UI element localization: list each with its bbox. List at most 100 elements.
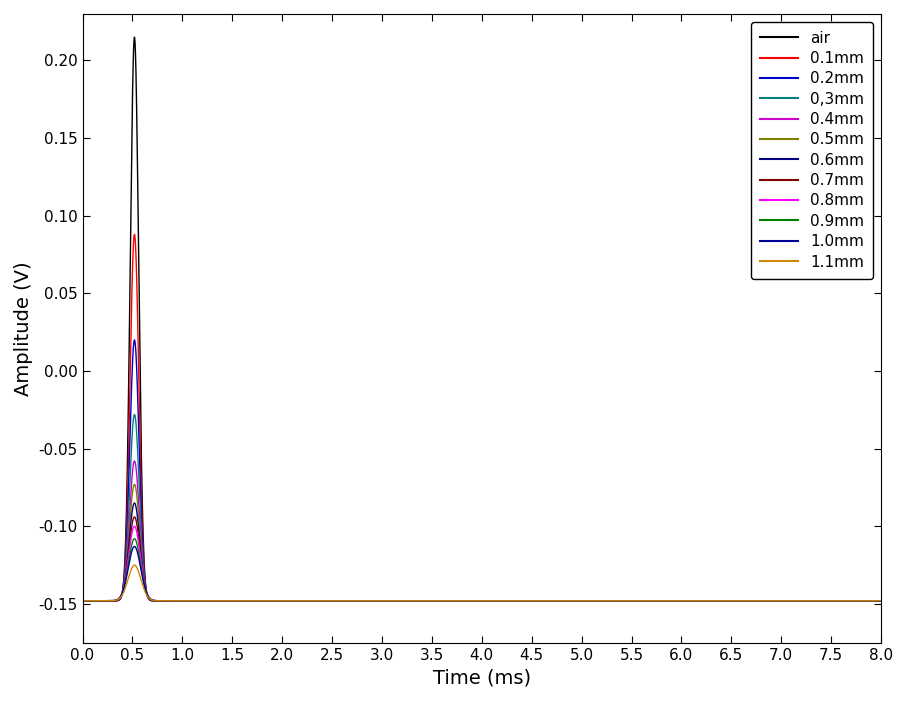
0,3mm (550, 597, 561, 605)
0.7mm (669, 597, 680, 605)
1.1mm (712, 597, 723, 605)
0.8mm (77, 597, 88, 605)
0.9mm (77, 597, 88, 605)
0.1mm (366, 597, 377, 605)
0.8mm (117, 587, 128, 596)
Line: 0.9mm: 0.9mm (83, 538, 881, 601)
1.0mm (77, 597, 88, 605)
0.9mm (669, 597, 680, 605)
0.9mm (875, 597, 886, 605)
0.2mm (550, 597, 561, 605)
Line: 0.2mm: 0.2mm (83, 340, 881, 601)
0.5mm (669, 597, 680, 605)
1.0mm (712, 597, 723, 605)
0,3mm (712, 597, 723, 605)
0,3mm (366, 597, 377, 605)
0.1mm (550, 597, 561, 605)
0.8mm (366, 597, 377, 605)
Line: 1.0mm: 1.0mm (83, 547, 881, 601)
air (117, 585, 128, 594)
1.0mm (875, 597, 886, 605)
Line: 0.7mm: 0.7mm (83, 517, 881, 601)
Y-axis label: Amplitude (V): Amplitude (V) (14, 261, 33, 395)
air (584, 597, 595, 605)
0.5mm (366, 597, 377, 605)
0,3mm (584, 597, 595, 605)
air (129, 33, 140, 41)
0,3mm (669, 597, 680, 605)
0.2mm (366, 597, 377, 605)
1.0mm (584, 597, 595, 605)
0.2mm (875, 597, 886, 605)
0.5mm (875, 597, 886, 605)
0,3mm (77, 597, 88, 605)
air (712, 597, 723, 605)
0.7mm (77, 597, 88, 605)
0.2mm (129, 336, 140, 344)
0.6mm (77, 597, 88, 605)
0.5mm (117, 587, 128, 596)
0.1mm (117, 587, 128, 595)
0.4mm (669, 597, 680, 605)
0.8mm (129, 522, 140, 531)
0.8mm (875, 597, 886, 605)
0.5mm (550, 597, 561, 605)
1.1mm (366, 597, 377, 605)
0.4mm (584, 597, 595, 605)
0.6mm (584, 597, 595, 605)
1.1mm (129, 561, 140, 569)
0.6mm (366, 597, 377, 605)
0.8mm (584, 597, 595, 605)
0.5mm (77, 597, 88, 605)
Line: 1.1mm: 1.1mm (83, 565, 881, 601)
0.1mm (129, 230, 140, 238)
0.1mm (669, 597, 680, 605)
0.4mm (366, 597, 377, 605)
0.7mm (366, 597, 377, 605)
0.7mm (129, 512, 140, 521)
0.9mm (117, 587, 128, 596)
0.4mm (550, 597, 561, 605)
air (77, 597, 88, 605)
0.7mm (117, 587, 128, 596)
Line: 0.6mm: 0.6mm (83, 503, 881, 601)
0.4mm (875, 597, 886, 605)
0.6mm (129, 498, 140, 507)
1.1mm (669, 597, 680, 605)
air (366, 597, 377, 605)
0.6mm (669, 597, 680, 605)
Line: 0.4mm: 0.4mm (83, 461, 881, 601)
0.1mm (584, 597, 595, 605)
Legend: air, 0.1mm, 0.2mm, 0,3mm, 0.4mm, 0.5mm, 0.6mm, 0.7mm, 0.8mm, 0.9mm, 1.0mm, 1.1mm: air, 0.1mm, 0.2mm, 0,3mm, 0.4mm, 0.5mm, … (751, 22, 873, 279)
0.5mm (129, 480, 140, 489)
Line: 0.8mm: 0.8mm (83, 526, 881, 601)
0.2mm (712, 597, 723, 605)
1.1mm (77, 597, 88, 605)
0.4mm (712, 597, 723, 605)
0.7mm (584, 597, 595, 605)
Line: air: air (83, 37, 881, 601)
0.1mm (77, 597, 88, 605)
1.1mm (875, 597, 886, 605)
0.4mm (129, 457, 140, 465)
0.4mm (117, 588, 128, 597)
1.1mm (584, 597, 595, 605)
1.0mm (550, 597, 561, 605)
0.9mm (712, 597, 723, 605)
0.2mm (77, 597, 88, 605)
1.0mm (117, 587, 128, 596)
0.5mm (584, 597, 595, 605)
0.7mm (875, 597, 886, 605)
0.2mm (117, 587, 128, 595)
air (875, 597, 886, 605)
0.1mm (712, 597, 723, 605)
0.9mm (584, 597, 595, 605)
0.8mm (712, 597, 723, 605)
0.6mm (117, 587, 128, 596)
X-axis label: Time (ms): Time (ms) (433, 668, 531, 687)
0.9mm (366, 597, 377, 605)
0,3mm (875, 597, 886, 605)
1.1mm (117, 590, 128, 599)
1.0mm (366, 597, 377, 605)
0.8mm (550, 597, 561, 605)
